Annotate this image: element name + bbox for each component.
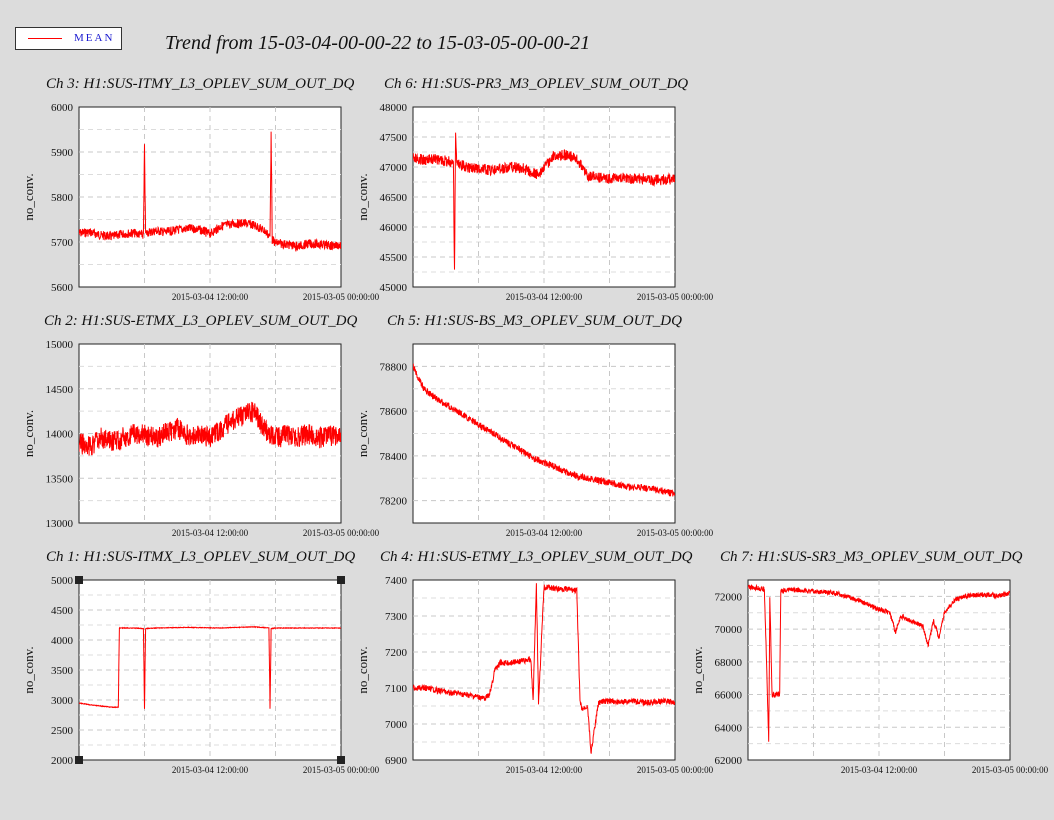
- y-tick-label: 5700: [51, 237, 74, 249]
- selection-handle: [337, 756, 345, 764]
- y-tick-label: 15000: [46, 339, 74, 351]
- series-line: [79, 131, 341, 253]
- chart-6: Ch 4: H1:SUS-ETMY_L3_OPLEV_SUM_OUT_DQ 690…: [355, 549, 714, 775]
- series-line: [748, 583, 1010, 742]
- y-tick-label: 46000: [380, 222, 408, 234]
- y-axis-label: no_conv.: [21, 173, 36, 220]
- x-tick-label: 2015-03-04 12:00:00: [172, 765, 249, 775]
- x-tick-label: 2015-03-04 12:00:00: [172, 292, 249, 302]
- chart-title: Ch 3: H1:SUS-ITMY_L3_OPLEV_SUM_OUT_DQ: [46, 76, 355, 92]
- series-line: [413, 583, 675, 754]
- y-tick-label: 13000: [46, 518, 74, 530]
- y-tick-label: 72000: [715, 591, 743, 603]
- selection-handle: [337, 576, 345, 584]
- y-tick-label: 47500: [380, 132, 408, 144]
- y-tick-label: 78200: [380, 496, 408, 508]
- y-axis-label: no_conv.: [355, 410, 370, 457]
- chart-7: Ch 7: H1:SUS-SR3_M3_OPLEV_SUM_OUT_DQ 6200…: [690, 549, 1049, 775]
- y-tick-label: 2000: [51, 755, 74, 767]
- main-title: Trend from 15-03-04-00-00-22 to 15-03-05…: [165, 32, 591, 54]
- y-tick-label: 3500: [51, 665, 74, 677]
- y-tick-label: 64000: [715, 722, 743, 734]
- x-tick-label: 2015-03-05 00:00:00: [637, 292, 714, 302]
- y-tick-label: 7100: [385, 683, 408, 695]
- y-tick-label: 5800: [51, 192, 74, 204]
- chart-1: Ch 3: H1:SUS-ITMY_L3_OPLEV_SUM_OUT_DQ 560…: [21, 76, 380, 302]
- series-line: [413, 363, 675, 497]
- chart-5: Ch 1: H1:SUS-ITMX_L3_OPLEV_SUM_OUT_DQ 200…: [21, 549, 380, 775]
- x-tick-label: 2015-03-05 00:00:00: [303, 528, 380, 538]
- y-tick-label: 78800: [380, 361, 408, 373]
- legend-swatch: [28, 38, 62, 39]
- legend-box: MEAN: [15, 27, 122, 50]
- y-tick-label: 14500: [46, 384, 74, 396]
- y-tick-label: 7200: [385, 647, 408, 659]
- y-tick-label: 4500: [51, 605, 74, 617]
- x-tick-label: 2015-03-04 12:00:00: [506, 292, 583, 302]
- y-tick-label: 66000: [715, 690, 743, 702]
- y-tick-label: 7300: [385, 611, 408, 623]
- chart-title: Ch 6: H1:SUS-PR3_M3_OPLEV_SUM_OUT_DQ: [384, 76, 688, 92]
- x-tick-label: 2015-03-05 00:00:00: [637, 765, 714, 775]
- y-tick-label: 46500: [380, 192, 408, 204]
- y-axis-label: no_conv.: [690, 646, 705, 693]
- y-tick-label: 68000: [715, 657, 743, 669]
- chart-title: Ch 5: H1:SUS-BS_M3_OPLEV_SUM_OUT_DQ: [387, 313, 682, 329]
- series-line: [79, 625, 341, 709]
- x-tick-label: 2015-03-05 00:00:00: [972, 765, 1049, 775]
- y-tick-label: 7400: [385, 575, 408, 587]
- y-axis-label: no_conv.: [355, 646, 370, 693]
- y-tick-label: 7000: [385, 719, 408, 731]
- x-tick-label: 2015-03-05 00:00:00: [303, 292, 380, 302]
- chart-title: Ch 2: H1:SUS-ETMX_L3_OPLEV_SUM_OUT_DQ: [44, 313, 357, 329]
- y-axis-label: no_conv.: [21, 410, 36, 457]
- x-tick-label: 2015-03-04 12:00:00: [841, 765, 918, 775]
- y-axis-label: no_conv.: [355, 173, 370, 220]
- y-tick-label: 5600: [51, 282, 74, 294]
- chart-2: Ch 6: H1:SUS-PR3_M3_OPLEV_SUM_OUT_DQ 4500…: [355, 76, 714, 302]
- y-tick-label: 6900: [385, 755, 408, 767]
- y-tick-label: 70000: [715, 624, 743, 636]
- y-tick-label: 78400: [380, 451, 408, 463]
- y-tick-label: 3000: [51, 695, 74, 707]
- y-axis-label: no_conv.: [21, 646, 36, 693]
- selection-handle: [75, 756, 83, 764]
- selection-handle: [75, 576, 83, 584]
- y-tick-label: 45500: [380, 252, 408, 264]
- chart-3: Ch 2: H1:SUS-ETMX_L3_OPLEV_SUM_OUT_DQ 130…: [21, 313, 380, 538]
- y-tick-label: 45000: [380, 282, 408, 294]
- chart-4: Ch 5: H1:SUS-BS_M3_OPLEV_SUM_OUT_DQ 78200…: [355, 313, 714, 538]
- series-line: [413, 132, 675, 270]
- x-tick-label: 2015-03-05 00:00:00: [303, 765, 380, 775]
- x-tick-label: 2015-03-04 12:00:00: [506, 528, 583, 538]
- y-tick-label: 48000: [380, 102, 408, 114]
- y-tick-label: 47000: [380, 162, 408, 174]
- y-tick-label: 6000: [51, 102, 74, 114]
- chart-title: Ch 1: H1:SUS-ITMX_L3_OPLEV_SUM_OUT_DQ: [46, 549, 355, 565]
- x-tick-label: 2015-03-04 12:00:00: [506, 765, 583, 775]
- y-tick-label: 2500: [51, 725, 74, 737]
- x-tick-label: 2015-03-05 00:00:00: [637, 528, 714, 538]
- y-tick-label: 5000: [51, 575, 74, 587]
- y-tick-label: 62000: [715, 755, 743, 767]
- y-tick-label: 13500: [46, 473, 74, 485]
- y-tick-label: 14000: [46, 429, 74, 441]
- y-tick-label: 78600: [380, 406, 408, 418]
- y-tick-label: 5900: [51, 147, 74, 159]
- chart-title: Ch 7: H1:SUS-SR3_M3_OPLEV_SUM_OUT_DQ: [720, 549, 1023, 565]
- legend-label: MEAN: [74, 32, 115, 44]
- y-tick-label: 4000: [51, 635, 74, 647]
- chart-title: Ch 4: H1:SUS-ETMY_L3_OPLEV_SUM_OUT_DQ: [380, 549, 693, 565]
- series-line: [79, 401, 341, 456]
- x-tick-label: 2015-03-04 12:00:00: [172, 528, 249, 538]
